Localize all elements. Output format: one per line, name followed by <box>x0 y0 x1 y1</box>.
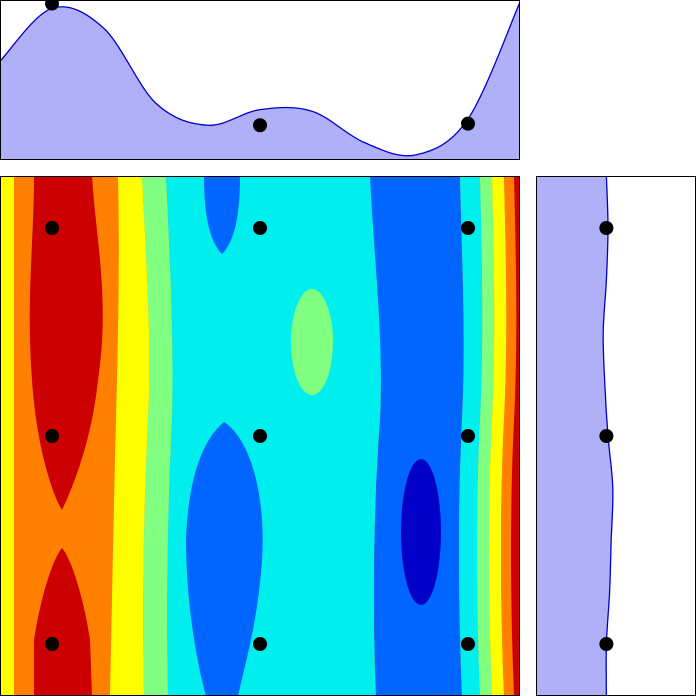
contour-band-red-right <box>511 176 520 696</box>
right-marginal-point <box>599 637 614 651</box>
contour-band-blue-right <box>370 176 464 696</box>
contour-band-darkblue-blob <box>401 459 441 605</box>
top-marginal-point <box>45 0 59 11</box>
contour-grid-point <box>253 429 267 443</box>
right-marginal-markers <box>599 221 614 651</box>
top-panel-frame <box>0 0 520 160</box>
contour-grid-point <box>45 637 59 651</box>
contour-band-green-right <box>477 176 495 696</box>
right-marginal-point <box>599 429 614 443</box>
contour-grid-point <box>253 637 267 651</box>
top-marginal-plot <box>0 0 520 160</box>
contour-band-red-upper <box>29 176 103 510</box>
contour-grid-point <box>45 221 59 235</box>
contour-band-green-blob <box>291 289 333 395</box>
top-marginal-markers <box>45 0 475 133</box>
contour-grid-point <box>461 429 475 443</box>
top-marginal-point <box>253 118 267 133</box>
right-marginal-plot <box>536 176 696 696</box>
contour-grid-point <box>253 221 267 235</box>
contour-band-orange-right <box>501 176 517 696</box>
top-marginal-point <box>461 116 475 131</box>
contour-band-yellow-mid <box>110 176 150 696</box>
contour-band-blue-top-blob <box>204 176 240 254</box>
contour-grid-point <box>45 429 59 443</box>
contour-map <box>0 176 520 696</box>
contour-grid-point <box>461 637 475 651</box>
contour-band-green-left <box>142 176 173 696</box>
contour-band-yellow-right <box>489 176 507 696</box>
contour-band-yellow-left <box>0 176 14 696</box>
right-marginal-point <box>599 221 614 235</box>
contour-band-blue-mid-blob <box>186 422 263 696</box>
contour-band-red-lower <box>34 548 92 696</box>
contour-grid-point <box>461 221 475 235</box>
contour-map-markers <box>45 221 475 651</box>
